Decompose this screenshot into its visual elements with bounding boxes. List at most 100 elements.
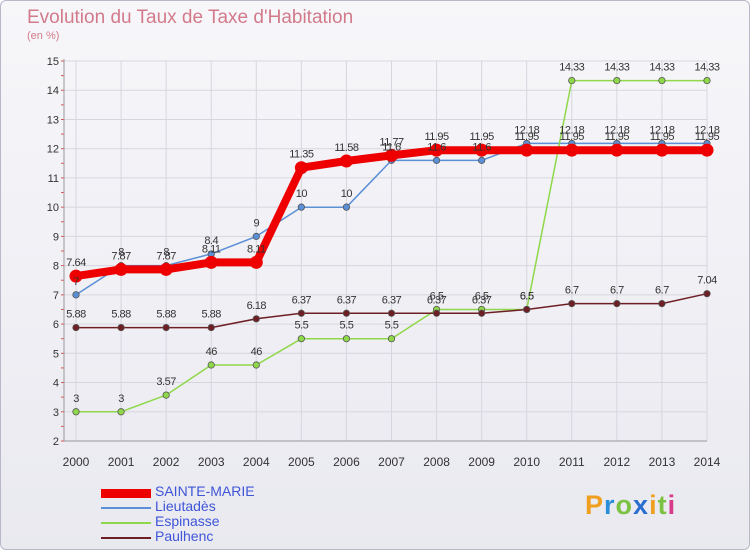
data-label: 6.5 [475,290,489,302]
data-label: 5.5 [340,320,354,332]
y-tick-label: 13 [47,114,59,126]
data-point-espinasse [568,76,576,85]
data-label: 11.95 [424,131,449,143]
data-label: 11.95 [515,131,540,143]
x-tick-label: 2002 [153,455,180,469]
data-point-sainte-marie [294,161,308,175]
data-point-sainte-marie [565,143,579,157]
data-label: 6.37 [292,294,312,306]
data-point-lieutadès [342,203,351,211]
data-point-sainte-marie [475,143,489,157]
data-point-espinasse [252,361,260,369]
x-tick-label: 2009 [468,455,495,469]
data-label: 5.88 [66,309,86,321]
data-label: 7.64 [66,257,86,269]
x-tick-label: 2007 [378,455,405,469]
data-label: 12.18 [559,124,584,136]
logo-letter: r [604,490,616,520]
data-label: 6.37 [382,294,402,306]
data-label: 3.57 [156,376,176,388]
data-label: 5.88 [111,309,131,321]
data-label: 6.7 [610,285,624,297]
data-label: 11.6 [382,141,401,153]
data-label: 6.37 [337,294,357,306]
y-tick-label: 5 [53,348,59,360]
data-point-espinasse [387,335,396,343]
x-tick-label: 2003 [198,455,225,469]
data-point-lieutadès [432,156,441,164]
data-point-paulhenc [342,309,351,317]
data-label: 5.5 [385,320,399,332]
y-tick-label: 12 [47,144,59,156]
y-tick-label: 8 [53,261,59,273]
data-label: 6.37 [427,294,447,306]
y-tick-label: 2 [53,436,59,448]
data-label: 6.18 [247,300,267,312]
data-point-paulhenc [613,300,621,308]
data-label: 6.37 [472,294,492,306]
x-tick-label: 2006 [333,455,360,469]
y-tick-label: 4 [53,378,59,390]
legend-label: Lieutadès [155,498,216,514]
data-point-sainte-marie [339,154,353,168]
data-label: 10 [296,188,308,200]
data-label: 11.95 [695,131,720,143]
data-label: 11.95 [605,131,630,143]
logo-letter: t [657,490,668,520]
data-point-lieutadès [297,203,305,211]
data-point-espinasse [117,408,125,416]
y-tick-label: 9 [53,231,59,243]
data-point-espinasse [658,76,666,85]
data-point-sainte-marie [655,143,669,157]
logo-letter: o [615,490,634,520]
data-point-espinasse [613,76,621,85]
x-tick-label: 2005 [288,455,315,469]
data-point-paulhenc [523,305,531,314]
data-label: 11.95 [560,131,585,143]
data-label: 5.88 [156,309,176,321]
y-tick-label: 11 [48,173,59,185]
y-tick-label: 15 [47,56,59,68]
data-point-espinasse [207,361,215,369]
logo-letter: i [667,490,677,520]
data-point-paulhenc [658,300,666,308]
data-point-sainte-marie [700,143,714,157]
data-point-paulhenc [207,323,215,332]
data-point-paulhenc [117,323,125,332]
data-label: 11.35 [289,149,314,161]
x-tick-label: 2010 [513,455,540,469]
data-point-sainte-marie [610,143,624,157]
legend-swatch [101,507,151,509]
data-label: 8 [163,247,169,259]
data-label: 11.77 [379,136,404,148]
data-label: 11.95 [470,131,495,143]
data-label: 46 [251,346,263,358]
proxiti-logo: Proxiti [585,490,676,521]
data-point-sainte-marie [69,269,83,283]
x-tick-label: 2011 [559,455,585,469]
x-tick-label: 2004 [243,455,270,469]
data-point-sainte-marie [249,255,263,269]
data-label: 14.33 [649,62,674,74]
data-label: 14.33 [559,62,584,74]
logo-letter: i [649,490,658,520]
data-point-espinasse [162,391,170,399]
x-tick-label: 2014 [694,455,721,469]
data-label: 8.11 [202,243,221,255]
data-label: 6.7 [565,285,579,297]
data-point-paulhenc [72,323,80,332]
data-label: 5.5 [294,320,308,332]
y-tick-label: 7 [53,290,59,302]
data-label: 46 [206,346,218,358]
data-point-paulhenc [162,323,170,332]
data-point-paulhenc [568,300,576,308]
data-point-sainte-marie [159,262,173,276]
data-label: 7.87 [156,250,176,262]
data-point-paulhenc [297,309,305,317]
logo-letter: P [585,490,605,520]
data-label: 14.33 [694,62,719,74]
x-tick-label: 2013 [649,455,676,469]
data-label: 7.04 [697,275,717,287]
data-point-lieutadès [252,232,260,240]
